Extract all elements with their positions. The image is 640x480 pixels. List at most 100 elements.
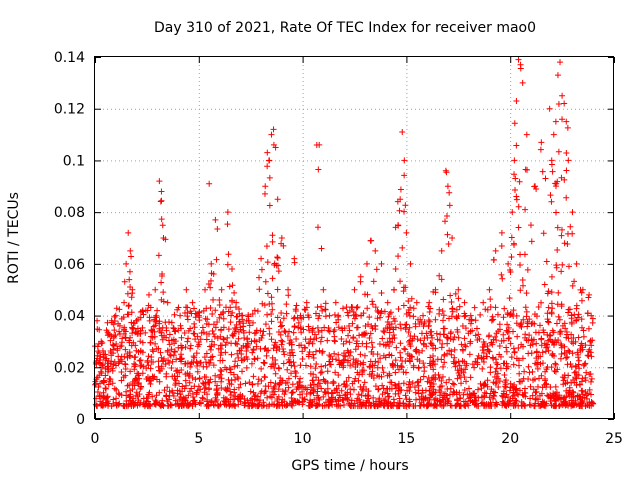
data-point <box>315 329 322 336</box>
data-point <box>202 286 209 293</box>
data-point <box>565 306 572 313</box>
data-point <box>387 379 394 386</box>
data-point <box>372 322 379 329</box>
data-point <box>344 309 351 316</box>
data-point <box>291 314 298 321</box>
data-point <box>258 266 265 273</box>
data-point <box>405 338 412 345</box>
data-point <box>579 391 586 398</box>
data-point <box>196 317 203 324</box>
data-point <box>210 362 217 369</box>
data-point <box>540 230 547 237</box>
data-point <box>416 349 423 356</box>
x-axis-label: GPS time / hours <box>291 458 408 474</box>
data-point <box>231 396 238 403</box>
data-point <box>192 376 199 383</box>
data-point <box>232 376 239 383</box>
data-point <box>131 377 138 384</box>
data-point <box>446 189 453 196</box>
data-point <box>478 385 485 392</box>
data-point <box>517 287 524 294</box>
data-point <box>402 346 409 353</box>
data-point <box>420 340 427 347</box>
data-point <box>164 299 171 306</box>
data-point <box>419 347 426 354</box>
data-point <box>272 380 279 387</box>
data-point <box>449 380 456 387</box>
data-point <box>524 266 531 273</box>
data-point <box>401 345 408 352</box>
data-point <box>246 322 253 329</box>
data-point <box>538 139 545 146</box>
data-point <box>168 319 175 326</box>
data-point <box>540 327 547 334</box>
data-point <box>297 362 304 369</box>
data-point <box>107 348 114 355</box>
data-point <box>425 322 432 329</box>
data-point <box>515 391 522 398</box>
data-point <box>395 253 402 260</box>
plot-frame <box>94 56 614 419</box>
data-point <box>498 242 505 249</box>
data-point <box>183 304 190 311</box>
data-point <box>474 386 481 393</box>
data-point <box>552 383 559 390</box>
data-point <box>232 340 239 347</box>
data-point <box>526 332 533 339</box>
data-point <box>278 240 285 247</box>
data-point <box>569 209 576 216</box>
data-point <box>517 61 524 68</box>
data-point <box>473 325 480 332</box>
data-point <box>278 235 285 241</box>
data-point <box>307 335 314 342</box>
data-point <box>318 245 325 252</box>
data-point <box>267 393 274 400</box>
data-point <box>481 393 488 400</box>
data-point <box>557 340 564 347</box>
data-point <box>369 344 376 351</box>
data-point <box>542 402 549 409</box>
data-point <box>548 289 555 296</box>
data-point <box>344 359 351 366</box>
data-point <box>379 335 386 342</box>
data-point <box>377 314 384 321</box>
data-point <box>569 350 576 357</box>
data-point <box>256 274 263 281</box>
data-point <box>341 350 348 357</box>
data-point <box>205 280 212 287</box>
data-point <box>102 385 109 392</box>
data-point <box>150 348 157 355</box>
data-point <box>474 361 481 368</box>
data-point <box>147 304 154 311</box>
data-point <box>235 401 242 408</box>
data-point <box>466 351 473 358</box>
data-point <box>159 222 166 229</box>
data-point <box>146 401 153 408</box>
data-point <box>131 366 138 373</box>
data-point <box>314 224 321 231</box>
data-point <box>585 294 592 301</box>
data-point <box>199 394 206 401</box>
data-point <box>226 402 233 409</box>
data-point <box>522 331 529 338</box>
data-point <box>314 402 321 409</box>
data-point <box>297 312 304 319</box>
data-point <box>131 360 138 367</box>
data-point <box>118 392 125 399</box>
data-point <box>254 380 261 387</box>
data-point <box>521 402 528 409</box>
data-point <box>471 364 478 371</box>
data-point <box>127 397 134 404</box>
data-point <box>218 286 225 293</box>
data-point <box>265 347 272 354</box>
data-point <box>214 382 221 389</box>
data-point <box>322 362 329 369</box>
data-point <box>109 367 116 374</box>
data-point <box>571 311 578 318</box>
data-point <box>319 348 326 355</box>
data-point <box>355 391 362 398</box>
data-point <box>254 355 261 362</box>
data-point <box>122 372 129 379</box>
data-point <box>150 323 157 330</box>
data-point <box>206 180 213 187</box>
